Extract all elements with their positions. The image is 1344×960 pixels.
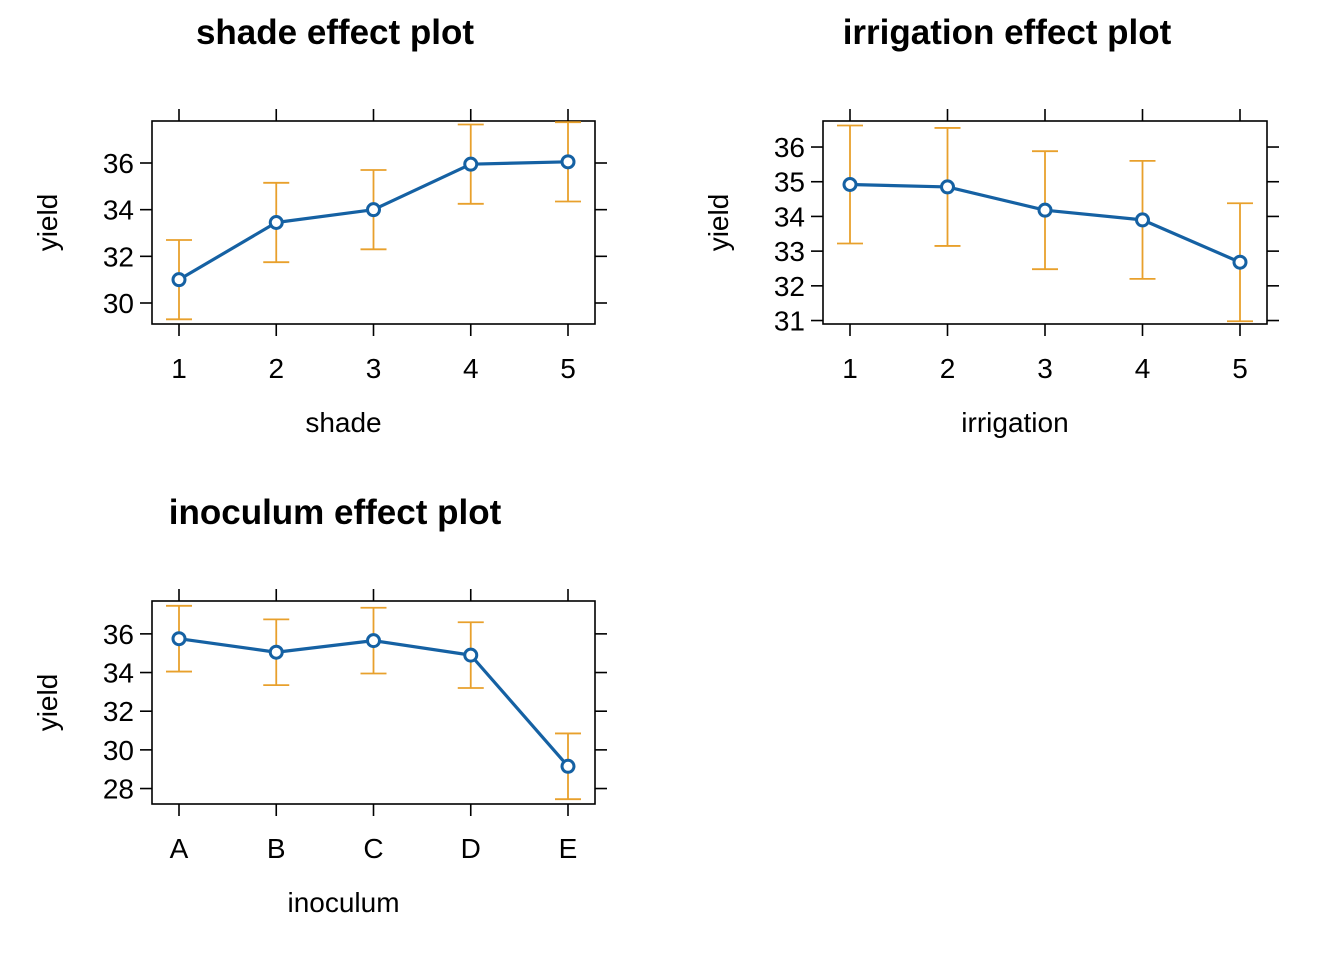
data-point-3: [366, 202, 381, 218]
x-tick-label: 5: [560, 353, 576, 384]
y-tick-label: 30: [103, 735, 134, 766]
y-tick-label: 31: [774, 306, 805, 337]
x-tick-label: 5: [1232, 353, 1248, 384]
x-tick-label: A: [170, 833, 189, 864]
y-tick-label: 28: [103, 774, 134, 805]
x-tick-label: D: [461, 833, 481, 864]
x-tick-label: B: [267, 833, 286, 864]
x-tick-label: 4: [1135, 353, 1151, 384]
y-tick-label: 30: [103, 288, 134, 319]
x-axis-label: inoculum: [287, 887, 399, 918]
x-tick-label: 2: [268, 353, 284, 384]
chart-title: inoculum effect plot: [169, 493, 502, 532]
x-tick-label: 1: [171, 353, 187, 384]
data-point-A: [171, 631, 187, 647]
data-point-B: [268, 644, 284, 660]
y-axis-label: yield: [32, 674, 63, 732]
chart-title: shade effect plot: [196, 13, 474, 52]
x-tick-label: C: [363, 833, 383, 864]
x-tick-label: 3: [1037, 353, 1053, 384]
y-tick-label: 36: [103, 619, 134, 650]
data-point-1: [842, 177, 858, 193]
data-point-E: [560, 758, 576, 774]
chart-title: irrigation effect plot: [843, 13, 1172, 52]
y-tick-label: 32: [103, 241, 134, 272]
y-tick-label: 32: [103, 696, 134, 727]
y-tick-label: 33: [774, 236, 805, 267]
data-point-C: [366, 633, 381, 649]
x-tick-label: 1: [842, 353, 858, 384]
y-tick-label: 32: [774, 271, 805, 302]
x-tick-label: 3: [366, 353, 382, 384]
data-point-D: [463, 647, 479, 663]
y-axis-label: yield: [32, 194, 63, 252]
data-point-2: [268, 215, 284, 230]
y-tick-label: 34: [774, 201, 805, 232]
data-point-2: [940, 179, 955, 195]
y-tick-label: 36: [774, 132, 805, 163]
y-tick-label: 35: [774, 167, 805, 198]
x-axis-label: irrigation: [961, 407, 1068, 438]
y-tick-label: 34: [103, 658, 134, 689]
y-axis-label: yield: [703, 194, 734, 252]
y-tick-label: 36: [103, 148, 134, 179]
data-point-3: [1037, 202, 1053, 218]
data-point-4: [1135, 212, 1150, 228]
chart-panel-3: inoculum effect plot A B C D E 28 30 32 34 36 inocu…: [32, 493, 607, 918]
data-point-5: [560, 154, 576, 170]
x-tick-label: E: [559, 833, 578, 864]
data-point-4: [463, 156, 479, 172]
data-point-1: [171, 272, 187, 288]
data-point-5: [1232, 254, 1248, 270]
x-tick-label: 4: [463, 353, 479, 384]
x-axis-label: shade: [305, 407, 381, 438]
x-tick-label: 2: [940, 353, 956, 384]
y-tick-label: 34: [103, 195, 134, 226]
